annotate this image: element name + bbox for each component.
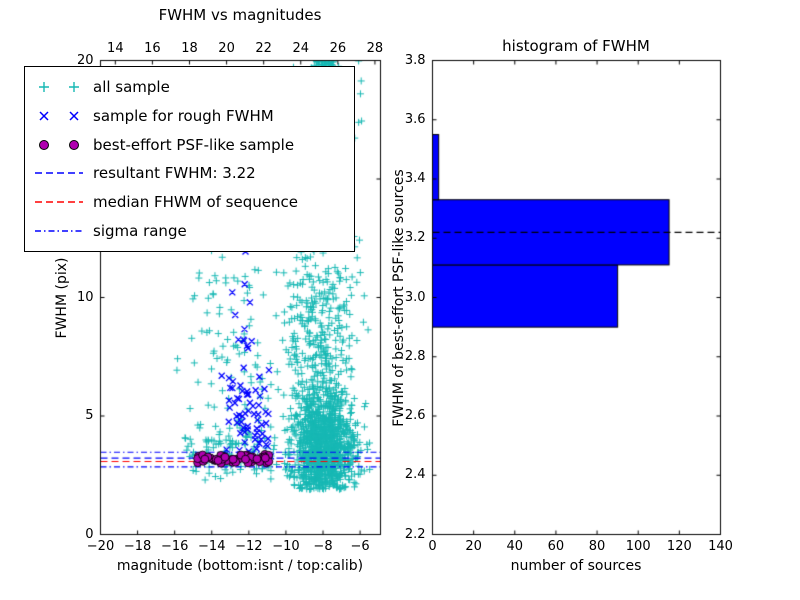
legend: all sample sample for rough FWHM best-effo…	[24, 66, 355, 252]
legend-item: sample for rough FWHM	[33, 102, 346, 130]
legend-marker-dashed-icon	[33, 163, 85, 183]
legend-label: resultant FWHM: 3.22	[93, 164, 256, 183]
legend-marker-x-icon	[33, 106, 85, 126]
left-yaxis-label: FWHM (pix)	[54, 257, 70, 339]
legend-label: sigma range	[93, 221, 187, 240]
legend-label: best-effort PSF-like sample	[93, 135, 295, 154]
legend-marker-dashdot-icon	[33, 221, 85, 241]
right-chart-title: histogram of FWHM	[502, 37, 650, 55]
legend-item: all sample	[33, 73, 346, 101]
legend-label: sample for rough FWHM	[93, 106, 274, 125]
legend-item: best-effort PSF-like sample	[33, 131, 346, 159]
legend-marker-dashed-icon	[33, 192, 85, 212]
right-xaxis-label: number of sources	[510, 558, 642, 574]
right-yaxis-label: FWHM of best-effort PSF-like sources	[391, 169, 407, 427]
legend-item: resultant FWHM: 3.22	[33, 159, 346, 187]
legend-label: all sample	[93, 78, 170, 97]
legend-item: median FHWM of sequence	[33, 188, 346, 216]
legend-label: median FHWM of sequence	[93, 192, 298, 211]
left-xaxis-label: magnitude (bottom:isnt / top:calib)	[116, 558, 364, 574]
legend-item: sigma range	[33, 217, 346, 245]
legend-marker-plus-icon	[33, 77, 85, 97]
left-chart-title: FWHM vs magnitudes	[158, 6, 322, 24]
legend-marker-circle-icon	[33, 135, 85, 155]
